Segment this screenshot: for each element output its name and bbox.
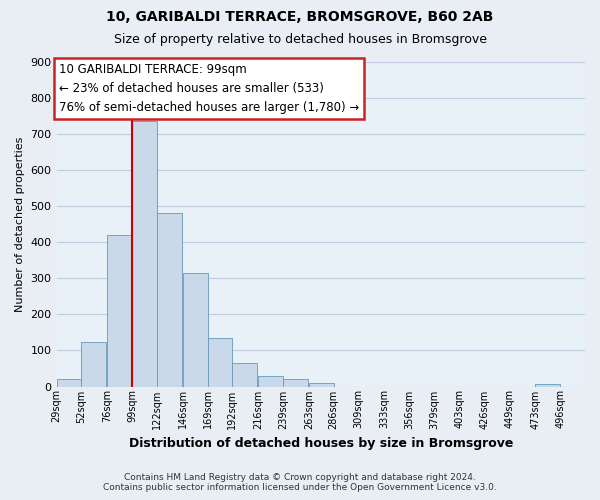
Bar [107, 235, 132, 386]
Bar [258, 376, 283, 386]
Bar [535, 384, 560, 386]
Bar [208, 338, 232, 386]
Bar [309, 383, 334, 386]
Text: Contains HM Land Registry data © Crown copyright and database right 2024.
Contai: Contains HM Land Registry data © Crown c… [103, 473, 497, 492]
Bar [283, 378, 308, 386]
X-axis label: Distribution of detached houses by size in Bromsgrove: Distribution of detached houses by size … [128, 437, 513, 450]
Text: Size of property relative to detached houses in Bromsgrove: Size of property relative to detached ho… [113, 32, 487, 46]
Y-axis label: Number of detached properties: Number of detached properties [15, 136, 25, 312]
Bar [232, 363, 257, 386]
Bar [56, 378, 82, 386]
Bar [157, 213, 182, 386]
Text: 10 GARIBALDI TERRACE: 99sqm
← 23% of detached houses are smaller (533)
76% of se: 10 GARIBALDI TERRACE: 99sqm ← 23% of det… [59, 63, 359, 114]
Bar [183, 273, 208, 386]
Text: 10, GARIBALDI TERRACE, BROMSGROVE, B60 2AB: 10, GARIBALDI TERRACE, BROMSGROVE, B60 2… [106, 10, 494, 24]
Bar [82, 342, 106, 386]
Bar [132, 121, 157, 386]
